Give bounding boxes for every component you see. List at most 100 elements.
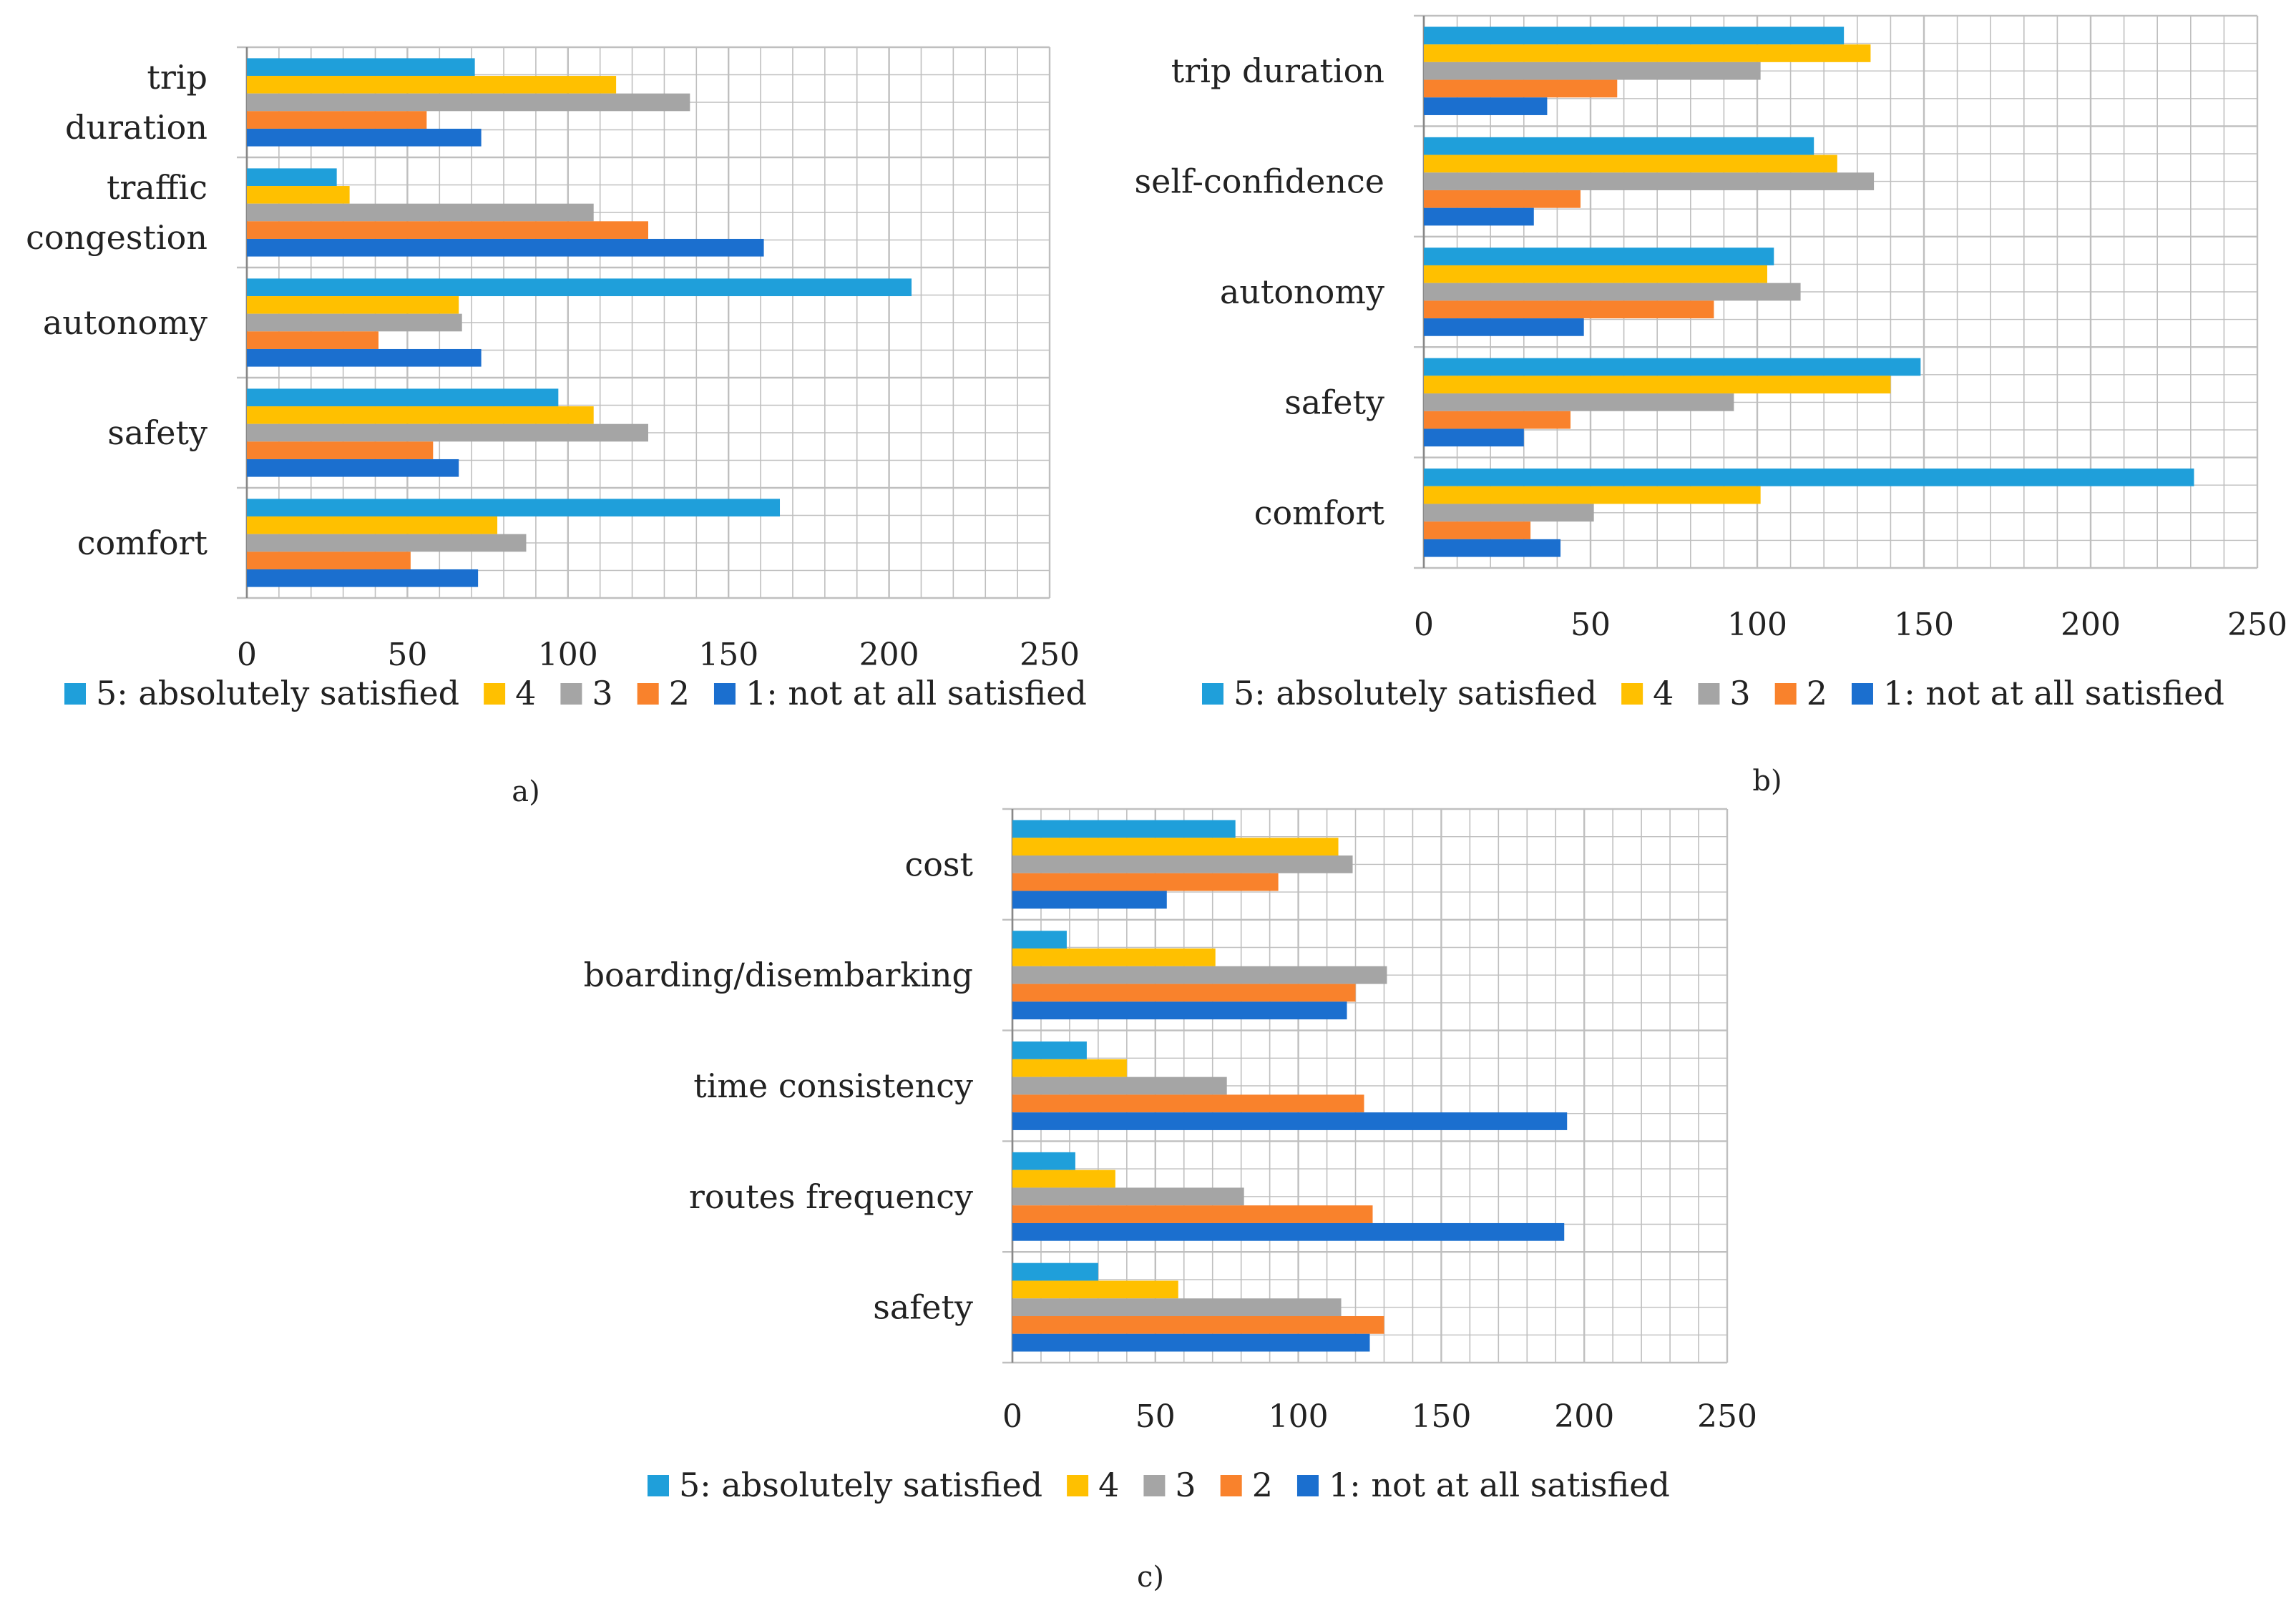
chart-a: trip duration traffic congestion autonomy saf… xyxy=(26,46,1087,808)
bar-s1-4 xyxy=(1012,1333,1370,1352)
legend-label: 5: absolutely satisfied xyxy=(1234,674,1597,712)
x-tick-label: 200 xyxy=(1554,1398,1614,1435)
legend-label: 1: not at all satisfied xyxy=(1883,674,2224,712)
legend-label: 1: not at all satisfied xyxy=(1329,1466,1670,1504)
bar-s3-1 xyxy=(1424,172,1875,190)
x-tick-label: 250 xyxy=(2227,607,2287,643)
bar-s2-1 xyxy=(247,221,648,239)
bar-s1-3 xyxy=(247,459,459,477)
bar-s4-4 xyxy=(1012,1280,1178,1299)
bar-s3-2 xyxy=(247,313,462,332)
chart-c: cost boarding/disembarking time consistenc… xyxy=(584,808,1757,1594)
bar-s5-0 xyxy=(1424,26,1845,45)
bar-s1-0 xyxy=(1424,97,1548,115)
legend-label: 5: absolutely satisfied xyxy=(96,674,459,712)
legend-label: 4 xyxy=(515,674,536,712)
bar-s2-4 xyxy=(247,551,411,569)
bar-s5-4 xyxy=(1424,469,2194,486)
x-tick-label: 100 xyxy=(1727,607,1787,643)
bar-s2-1 xyxy=(1012,984,1356,1002)
bar-s1-2 xyxy=(1424,318,1584,336)
bar-s4-1 xyxy=(1012,948,1216,966)
legend-label: 5: absolutely satisfied xyxy=(679,1466,1042,1504)
x-tick-label: 150 xyxy=(698,637,758,673)
legend: 5: absolutely satisfied 4 3 2 1: not at all … xyxy=(64,674,1087,712)
legend-swatch-s4 xyxy=(1621,683,1643,705)
panel-label: c) xyxy=(1137,1561,1164,1594)
category-label: safety xyxy=(107,413,207,452)
bar-s5-3 xyxy=(247,388,559,407)
x-tick-label: 0 xyxy=(1414,607,1434,643)
legend-swatch-s2 xyxy=(1220,1475,1242,1496)
bar-s2-4 xyxy=(1424,521,1531,539)
category-label: routes frequency xyxy=(689,1177,973,1216)
legend-label: 2 xyxy=(669,674,690,712)
panel-label: b) xyxy=(1752,765,1782,798)
category-label: time consistency xyxy=(693,1067,973,1105)
bar-s1-0 xyxy=(247,128,482,147)
bar-s4-3 xyxy=(1012,1170,1115,1188)
bar-s2-3 xyxy=(1424,411,1571,429)
bar-s2-2 xyxy=(247,331,379,349)
bar-s2-0 xyxy=(247,111,427,129)
category-label: autonomy xyxy=(1220,273,1384,311)
panel-label: a) xyxy=(512,775,539,808)
bar-s4-3 xyxy=(247,406,594,424)
legend-swatch-s1 xyxy=(713,683,736,705)
bar-s3-4 xyxy=(247,534,527,552)
bar-s1-1 xyxy=(1424,207,1534,226)
bar-s5-2 xyxy=(247,278,912,297)
bar-s2-4 xyxy=(1012,1315,1384,1334)
bar-s1-1 xyxy=(247,238,764,257)
category-label: cost xyxy=(904,845,973,883)
legend-swatch-s1 xyxy=(1851,683,1873,705)
category-label: self-confidence xyxy=(1134,162,1384,201)
bar-s4-2 xyxy=(247,296,459,314)
bar-s4-3 xyxy=(1424,376,1891,394)
legend-label: 4 xyxy=(1653,674,1674,712)
bar-s5-2 xyxy=(1424,247,1774,265)
bar-s5-2 xyxy=(1012,1041,1087,1059)
x-tick-label: 250 xyxy=(1697,1398,1757,1435)
legend-label: 2 xyxy=(1807,674,1827,712)
legend-label: 3 xyxy=(1175,1466,1196,1504)
legend-swatch-s3 xyxy=(560,683,582,705)
bar-s4-4 xyxy=(247,516,498,534)
bar-s3-3 xyxy=(1012,1187,1244,1206)
bar-s3-3 xyxy=(247,423,648,442)
bar-s1-2 xyxy=(1012,1112,1568,1130)
bar-s5-4 xyxy=(1012,1262,1098,1281)
legend-label: 3 xyxy=(592,674,612,712)
x-tick-label: 100 xyxy=(1269,1398,1329,1435)
bar-s3-3 xyxy=(1424,393,1734,411)
category-label: traffic congestion xyxy=(26,168,207,257)
legend-swatch-s5 xyxy=(648,1475,669,1496)
legend-label: 3 xyxy=(1729,674,1750,712)
legend-swatch-s3 xyxy=(1143,1475,1166,1496)
bar-s2-0 xyxy=(1424,79,1618,98)
bar-s5-1 xyxy=(1012,931,1067,949)
legend-swatch-s2 xyxy=(637,683,659,705)
bar-s4-0 xyxy=(1424,44,1871,62)
legend-label: 1: not at all satisfied xyxy=(746,674,1087,712)
bar-s4-1 xyxy=(1424,155,1837,173)
bar-s3-4 xyxy=(1424,504,1594,522)
bar-s2-0 xyxy=(1012,873,1279,891)
bar-s1-1 xyxy=(1012,1001,1347,1020)
bar-s3-0 xyxy=(247,93,690,112)
x-tick-label: 100 xyxy=(538,637,598,673)
x-tick-label: 0 xyxy=(1002,1398,1022,1435)
legend-swatch-s1 xyxy=(1296,1475,1319,1496)
x-tick-label: 150 xyxy=(1894,607,1954,643)
legend: 5: absolutely satisfied 4 3 2 1: not at all … xyxy=(648,1466,1670,1504)
chart-b: trip duration self-confidence autonomy safe… xyxy=(1134,14,2287,798)
category-label: safety xyxy=(873,1288,973,1327)
legend: 5: absolutely satisfied 4 3 2 1: not at all … xyxy=(1202,674,2224,712)
x-tick-label: 50 xyxy=(387,637,427,673)
bar-s4-1 xyxy=(247,186,350,204)
bar-s1-3 xyxy=(1012,1222,1565,1241)
category-label: comfort xyxy=(1254,494,1385,532)
bar-s4-2 xyxy=(1012,1059,1127,1077)
legend-swatch-s5 xyxy=(64,683,86,705)
bar-s5-3 xyxy=(1424,358,1921,376)
